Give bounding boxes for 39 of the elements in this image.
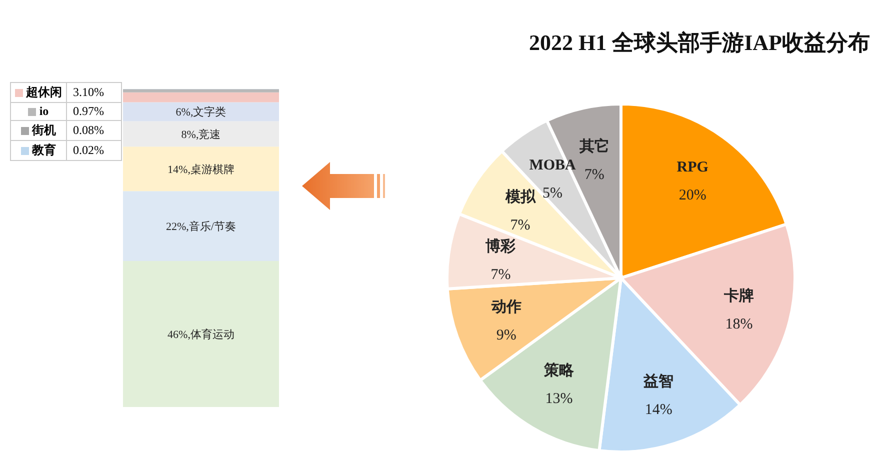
bar <box>123 260 279 407</box>
data-label: 9% <box>496 327 516 344</box>
data-label: 7% <box>510 218 530 234</box>
data-label: 7% <box>490 266 511 283</box>
data-label: 5% <box>542 185 563 202</box>
chart-title: 2022 H1 全球头部手游IAP收益分布 <box>529 29 870 57</box>
bar <box>123 89 279 92</box>
slice-label: 博彩 <box>484 238 517 255</box>
slice-label: 益智 <box>642 372 674 390</box>
slice-label: 动作 <box>490 298 522 316</box>
data-label: 46%,体育运动 <box>168 328 234 341</box>
data-label: 6%,文字类 <box>176 106 226 119</box>
data-label: 14%,桌游棋牌 <box>168 162 234 176</box>
bar <box>123 121 279 147</box>
legend-label: io <box>39 104 49 118</box>
data-label: 22%,音乐/节奏 <box>166 220 236 233</box>
slice-label: 模拟 <box>504 188 536 206</box>
text: 0.97% <box>66 102 122 120</box>
text: 0.08% <box>66 120 122 140</box>
data-label: 13% <box>545 390 573 407</box>
legend-label: 街机 <box>32 123 56 137</box>
text: 0.02% <box>66 140 122 160</box>
bar <box>123 191 279 261</box>
legend-label: 超休闲 <box>26 85 62 99</box>
slice-label: 策略 <box>543 362 575 379</box>
slice-label: RPG <box>676 159 709 176</box>
data-label: 20% <box>678 187 706 204</box>
data-label: 18% <box>725 316 753 332</box>
bar <box>123 102 279 122</box>
text: 3.10% <box>66 82 122 102</box>
legend-label: 教育 <box>32 143 56 157</box>
bar <box>123 92 279 102</box>
data-label: 8%,竞速 <box>181 128 221 141</box>
slice-label: 卡牌 <box>722 287 754 304</box>
bar <box>123 146 279 192</box>
slice-label: 其它 <box>578 137 610 156</box>
data-label: 7% <box>584 167 604 184</box>
data-label: 14% <box>644 402 672 418</box>
slice-label: MOBA <box>529 157 576 174</box>
